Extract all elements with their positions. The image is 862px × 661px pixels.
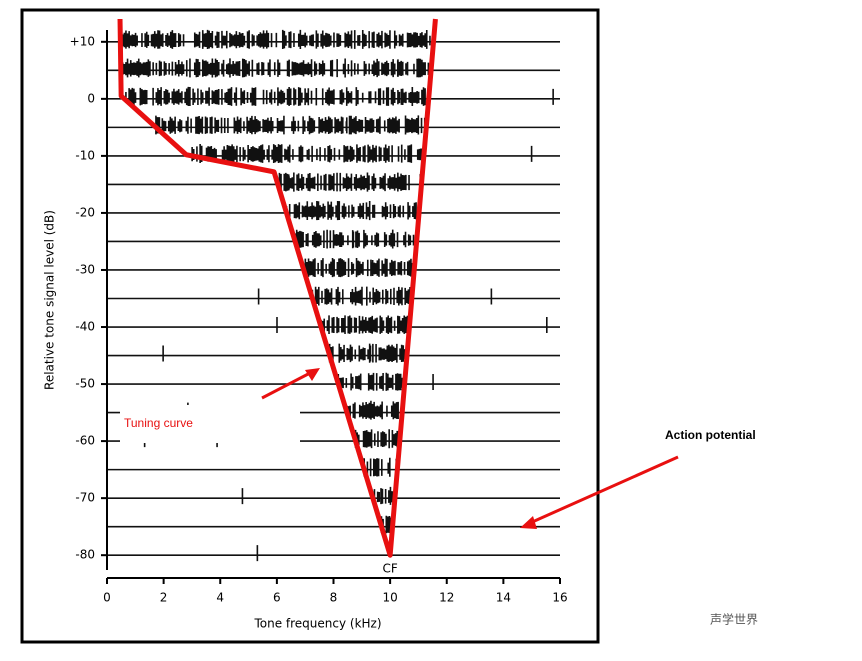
x-tick-label: 4 bbox=[216, 591, 224, 605]
arrow bbox=[261, 370, 313, 400]
x-tick-label: 14 bbox=[496, 591, 511, 605]
spike-train bbox=[107, 315, 560, 335]
spike-train bbox=[107, 286, 560, 306]
y-tick-label: -40 bbox=[75, 320, 95, 334]
y-tick-label: -30 bbox=[75, 262, 95, 276]
spike-train bbox=[107, 372, 560, 391]
spike-train bbox=[107, 400, 560, 420]
y-tick-label: 0 bbox=[87, 91, 95, 105]
spike-train bbox=[107, 58, 560, 78]
arrowhead bbox=[520, 516, 537, 529]
x-tick-label: 12 bbox=[439, 591, 454, 605]
y-tick-label: -60 bbox=[75, 434, 95, 448]
figure-frame bbox=[20, 8, 600, 644]
watermark: 声学世界 bbox=[710, 612, 758, 627]
spike-train bbox=[107, 86, 560, 107]
spike-train bbox=[107, 257, 560, 278]
spike-train bbox=[107, 545, 560, 562]
x-tick-label: 8 bbox=[330, 591, 338, 605]
x-tick-label: 0 bbox=[103, 591, 111, 605]
tuning-curve-label: Tuning curve bbox=[124, 416, 193, 430]
spike-train bbox=[107, 143, 560, 164]
x-tick-label: 10 bbox=[382, 591, 397, 605]
x-tick-label: 6 bbox=[273, 591, 281, 605]
y-tick-label: -10 bbox=[75, 148, 95, 162]
tuning-curve bbox=[117, 18, 438, 558]
arrow bbox=[529, 455, 679, 525]
action-potential-label: Action potential bbox=[665, 428, 756, 442]
y-tick-label: -80 bbox=[75, 548, 95, 562]
y-tick-label: -50 bbox=[75, 377, 95, 391]
spike-trains bbox=[107, 29, 560, 562]
spike-train bbox=[107, 172, 560, 192]
y-axis-label: Relative tone signal level (dB) bbox=[43, 210, 57, 390]
spike-train bbox=[107, 29, 560, 49]
spike-train bbox=[107, 115, 560, 135]
y-tick-label: -20 bbox=[75, 205, 95, 219]
spike-train bbox=[107, 343, 560, 363]
x-tick-label: 2 bbox=[160, 591, 168, 605]
y-tick-label: +10 bbox=[70, 34, 95, 48]
label-bg bbox=[120, 405, 300, 443]
spike-train bbox=[107, 200, 560, 221]
x-axis-label: Tone frequency (kHz) bbox=[253, 617, 381, 631]
spike-train bbox=[107, 229, 560, 249]
cf-label: CF bbox=[382, 562, 397, 576]
arrowhead bbox=[305, 368, 320, 381]
x-tick-label: 16 bbox=[552, 591, 567, 605]
y-tick-label: -70 bbox=[75, 491, 95, 505]
